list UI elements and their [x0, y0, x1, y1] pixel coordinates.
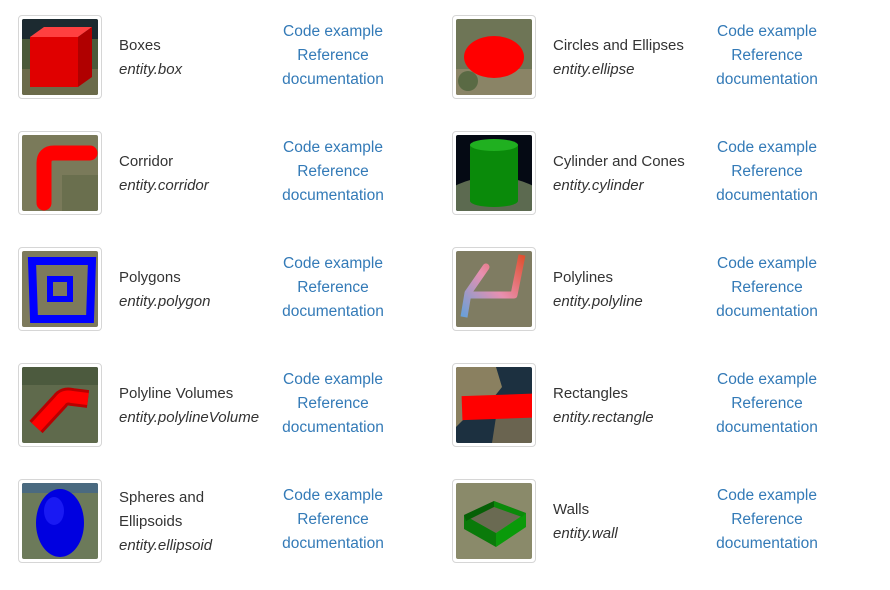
documentation-link[interactable]: documentation	[716, 187, 818, 204]
documentation-link[interactable]: documentation	[282, 187, 384, 204]
reference-link[interactable]: Reference	[731, 279, 803, 296]
thumbnail[interactable]	[452, 479, 536, 563]
example-title: Rectangles	[553, 385, 629, 402]
example-title: Spheres and Ellipsoids	[119, 489, 205, 530]
entity-item-polygons: Polygons entity.polygon Code example Ref…	[0, 232, 434, 331]
code-example-link[interactable]: Code example	[283, 23, 383, 40]
api-name: entity.wall	[553, 525, 618, 542]
thumbnail[interactable]	[18, 363, 102, 447]
documentation-link[interactable]: documentation	[716, 535, 818, 552]
code-example-link[interactable]: Code example	[283, 487, 383, 504]
code-example-link[interactable]: Code example	[717, 255, 817, 272]
green-cylinder-icon	[456, 135, 532, 211]
gradient-polyline-icon	[456, 251, 532, 327]
thumbnail[interactable]	[452, 247, 536, 331]
red-box-icon	[22, 19, 98, 95]
green-wall-icon	[456, 483, 532, 559]
reference-link[interactable]: Reference	[297, 47, 369, 64]
code-example-link[interactable]: Code example	[717, 139, 817, 156]
api-name: entity.cylinder	[553, 177, 644, 194]
entity-item-spheres-ellipsoids: Spheres and Ellipsoids entity.ellipsoid …	[0, 464, 434, 563]
example-title: Polylines	[553, 269, 614, 286]
entity-item-cylinder-cones: Cylinder and Cones entity.cylinder Code …	[434, 116, 868, 215]
documentation-link[interactable]: documentation	[716, 71, 818, 88]
api-name: entity.rectangle	[553, 409, 654, 426]
example-title: Polygons	[119, 269, 181, 286]
example-title: Boxes	[119, 37, 161, 54]
api-name: entity.polylineVolume	[119, 409, 260, 426]
example-title: Walls	[553, 501, 590, 518]
red-ellipse-icon	[456, 19, 532, 95]
api-name: entity.corridor	[119, 177, 209, 194]
documentation-link[interactable]: documentation	[282, 535, 384, 552]
api-name: entity.ellipsoid	[119, 537, 213, 554]
example-title: Circles and Ellipses	[553, 37, 684, 54]
code-example-link[interactable]: Code example	[717, 23, 817, 40]
entity-item-polylines: Polylines entity.polyline Code example R…	[434, 232, 868, 331]
entity-item-circles-ellipses: Circles and Ellipses entity.ellipse Code…	[434, 0, 868, 99]
reference-link[interactable]: Reference	[297, 395, 369, 412]
thumbnail[interactable]	[18, 131, 102, 215]
reference-link[interactable]: Reference	[297, 279, 369, 296]
api-name: entity.polygon	[119, 293, 211, 310]
example-title: Cylinder and Cones	[553, 153, 685, 170]
reference-link[interactable]: Reference	[731, 47, 803, 64]
red-corridor-icon	[22, 135, 98, 211]
code-example-link[interactable]: Code example	[283, 371, 383, 388]
thumbnail[interactable]	[18, 247, 102, 331]
reference-link[interactable]: Reference	[297, 163, 369, 180]
code-example-link[interactable]: Code example	[283, 255, 383, 272]
thumbnail[interactable]	[18, 15, 102, 99]
example-title: Corridor	[119, 153, 174, 170]
blue-polygon-icon	[22, 251, 98, 327]
code-example-link[interactable]: Code example	[283, 139, 383, 156]
thumbnail[interactable]	[452, 131, 536, 215]
entity-item-walls: Walls entity.wall Code example Reference…	[434, 464, 868, 563]
entity-item-boxes: Boxes entity.box Code example Reference …	[0, 0, 434, 99]
documentation-link[interactable]: documentation	[282, 303, 384, 320]
thumbnail[interactable]	[18, 479, 102, 563]
reference-link[interactable]: Reference	[731, 395, 803, 412]
documentation-link[interactable]: documentation	[282, 419, 384, 436]
documentation-link[interactable]: documentation	[716, 303, 818, 320]
reference-link[interactable]: Reference	[731, 163, 803, 180]
code-example-link[interactable]: Code example	[717, 371, 817, 388]
documentation-link[interactable]: documentation	[716, 419, 818, 436]
red-rectangle-icon	[456, 367, 532, 443]
api-name: entity.box	[119, 61, 183, 78]
example-title: Polyline Volumes	[119, 385, 234, 402]
blue-ellipsoid-icon	[22, 483, 98, 559]
api-name: entity.ellipse	[553, 61, 635, 78]
entity-item-corridor: Corridor entity.corridor Code example Re…	[0, 116, 434, 215]
thumbnail[interactable]	[452, 363, 536, 447]
red-polyline-volume-icon	[22, 367, 98, 443]
documentation-link[interactable]: documentation	[282, 71, 384, 88]
api-name: entity.polyline	[553, 293, 643, 310]
entity-item-polyline-volumes: Polyline Volumes entity.polylineVolume C…	[0, 348, 434, 447]
reference-link[interactable]: Reference	[297, 511, 369, 528]
reference-link[interactable]: Reference	[731, 511, 803, 528]
thumbnail[interactable]	[452, 15, 536, 99]
code-example-link[interactable]: Code example	[717, 487, 817, 504]
entity-item-rectangles: Rectangles entity.rectangle Code example…	[434, 348, 868, 447]
